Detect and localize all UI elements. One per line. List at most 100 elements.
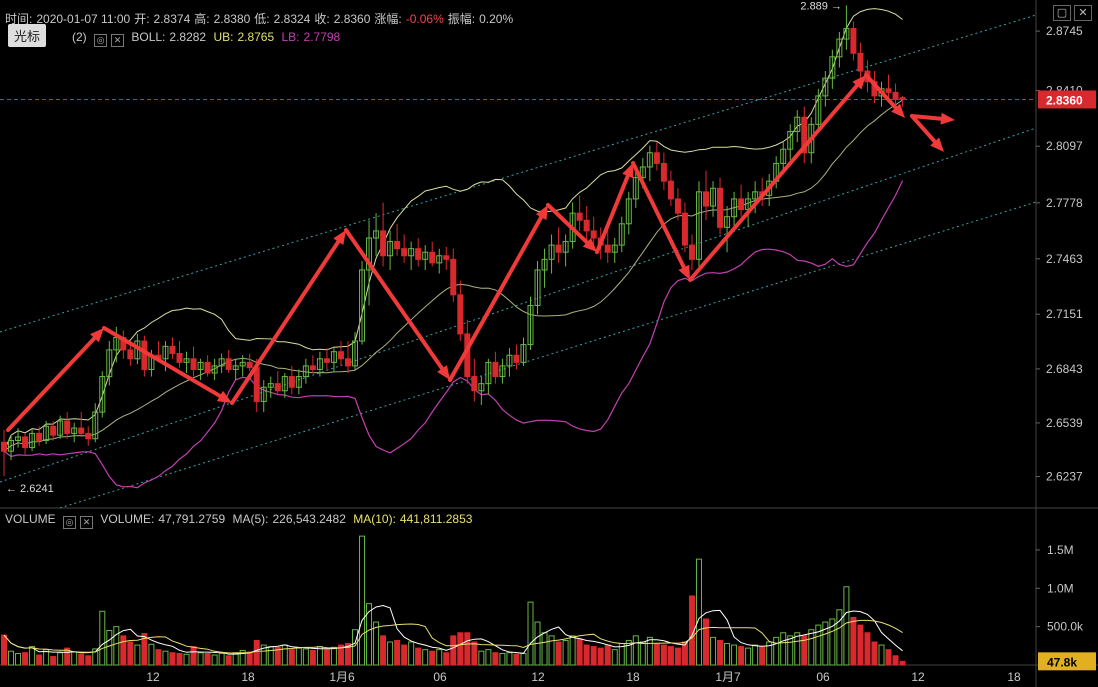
volume-bar (394, 639, 401, 666)
volume-bar (899, 660, 906, 666)
candle-body (780, 148, 787, 164)
volume-ma10-line (3, 619, 903, 654)
candle-body (787, 130, 794, 150)
volume-bar (646, 636, 653, 666)
volume-bar (745, 647, 752, 666)
ma5-value: 226,543.2482 (272, 512, 346, 526)
candle-body (660, 162, 667, 182)
volume-bar (492, 652, 499, 666)
candle-body (15, 436, 22, 442)
volume-bar (555, 641, 562, 666)
volume-bar (373, 621, 380, 666)
volume-close-icon[interactable]: ✕ (80, 516, 94, 529)
volume-bar (134, 644, 141, 666)
volume-bar (611, 649, 618, 666)
max-price-marker: 2.889 → (800, 0, 842, 12)
maximize-icon[interactable]: ▢ (1053, 5, 1071, 21)
volume-bar (815, 624, 822, 666)
channel-line (0, 14, 1037, 333)
candle-body (527, 305, 534, 346)
volume-bar (674, 647, 681, 666)
close-window-icon[interactable]: ✕ (1074, 5, 1092, 21)
volume-value: 47,791.2759 (158, 512, 226, 526)
volume-bar (885, 649, 892, 666)
candle-body (541, 258, 548, 271)
candle-body (646, 152, 653, 168)
trend-arrow-head (437, 365, 450, 380)
volume-bar (302, 648, 309, 666)
volume-bar (225, 655, 232, 666)
candle-body (731, 198, 738, 218)
candle-body (836, 38, 843, 58)
candle-body (815, 95, 822, 125)
candle-body (857, 52, 864, 72)
lb-value: 2.7798 (303, 30, 341, 44)
price-tick-label: 2.7151 (1046, 307, 1083, 321)
volume-bar (569, 635, 576, 666)
channel-line (0, 127, 1037, 483)
volume-bar (632, 635, 639, 666)
candle-body (583, 219, 590, 232)
candle-body (22, 436, 29, 449)
volume-bar (197, 652, 204, 666)
candle-body (829, 56, 836, 79)
candle-body (169, 345, 176, 354)
candle-body (260, 386, 267, 402)
volume-bar (597, 647, 604, 666)
close-icon[interactable]: ✕ (111, 34, 125, 47)
volume-bar (50, 656, 57, 666)
volume-bar (408, 641, 415, 666)
candle-body (724, 216, 731, 228)
volume-bar (141, 633, 148, 666)
volume-bar (773, 636, 780, 666)
volume-bar (450, 635, 457, 666)
trend-arrow-shaft (631, 161, 686, 270)
volume-bar (330, 646, 337, 666)
volume-bar (527, 601, 534, 666)
candle-body (555, 244, 562, 253)
volume-bar (843, 586, 850, 666)
settings-icon[interactable]: ◎ (94, 34, 108, 47)
volume-bar (801, 635, 808, 666)
candle-body (843, 27, 850, 40)
volume-bar (759, 646, 766, 666)
volume-settings-icon[interactable]: ◎ (63, 516, 77, 529)
open-value: 2.8374 (153, 12, 191, 26)
volume-bar (808, 629, 815, 666)
candle-body (295, 376, 302, 388)
volume-bar (653, 643, 660, 666)
open-label: 开: (134, 12, 150, 26)
min-price-marker: ← 2.6241 (6, 483, 54, 495)
volume-label: VOLUME: (100, 512, 155, 526)
time-tick-label: 12 (911, 670, 925, 684)
candle-body (387, 241, 394, 257)
volume-bar (190, 646, 197, 666)
volume-bar (36, 654, 43, 666)
volume-bar (766, 641, 773, 666)
trend-arrow-head (852, 75, 866, 90)
candle-body (162, 345, 169, 360)
high-value: 2.8380 (213, 12, 251, 26)
candle-body (667, 180, 674, 200)
price-tick-label: 2.7463 (1046, 252, 1083, 266)
volume-bar (246, 651, 253, 666)
candle-body (92, 411, 99, 440)
trend-arrow-head (216, 390, 232, 403)
candle-body (316, 358, 323, 370)
candle-body (604, 244, 611, 253)
volume-bar (295, 647, 302, 666)
trend-arrow-shaft (910, 114, 937, 144)
candle-body (513, 354, 520, 363)
candle-body (401, 248, 408, 257)
price-tick-label: 2.8097 (1046, 139, 1083, 153)
candle-body (225, 358, 232, 370)
volume-bar (71, 651, 78, 666)
time-tick-label: 1月6 (329, 670, 355, 684)
candle-body (478, 383, 485, 392)
candle-body (246, 361, 253, 369)
candle-body (590, 230, 597, 239)
volume-bar (8, 650, 15, 666)
volume-bar (695, 558, 702, 666)
trend-arrow-head (891, 103, 905, 118)
